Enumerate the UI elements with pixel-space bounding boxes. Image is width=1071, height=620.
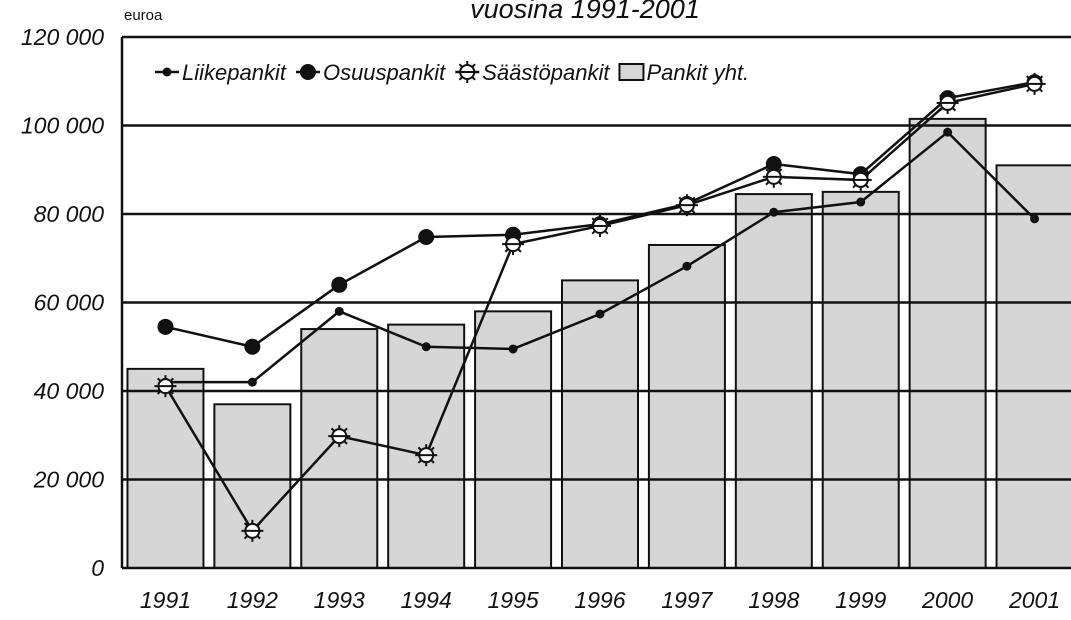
y-tick-label: 40 000 xyxy=(34,378,105,404)
x-tick-label: 1994 xyxy=(401,587,452,613)
dot xyxy=(421,342,431,352)
marker xyxy=(502,233,525,256)
marker xyxy=(247,377,257,387)
y-tick-label: 60 000 xyxy=(34,290,105,316)
marker xyxy=(456,61,479,83)
marker xyxy=(1030,214,1040,224)
x-tick-label: 1998 xyxy=(748,587,799,613)
x-tick-label: 2000 xyxy=(921,587,973,613)
dot xyxy=(418,229,435,246)
marker xyxy=(334,306,344,316)
marker xyxy=(162,67,172,77)
dot xyxy=(765,155,782,172)
bar xyxy=(647,243,726,569)
x-tick-label: 1999 xyxy=(835,587,886,613)
marker xyxy=(418,229,435,246)
marker xyxy=(157,318,174,335)
marker xyxy=(675,194,698,217)
legend-label: Pankit yht. xyxy=(646,60,749,85)
dot xyxy=(334,306,344,316)
marker xyxy=(331,276,348,293)
dot xyxy=(769,207,779,217)
legend-label: Osuuspankit xyxy=(323,60,446,85)
x-tick-label: 1995 xyxy=(488,587,539,613)
bar xyxy=(561,279,639,569)
y-tick-label: 120 000 xyxy=(21,24,104,50)
x-tick-label: 1991 xyxy=(140,587,191,613)
marker xyxy=(415,444,438,467)
y-tick-label: 20 000 xyxy=(33,467,105,493)
marker xyxy=(762,165,785,188)
dot xyxy=(682,261,692,271)
marker xyxy=(299,64,316,80)
chart-title: vuosina 1991-2001 xyxy=(470,0,700,24)
bar xyxy=(734,193,813,569)
legend-swatch xyxy=(618,63,645,81)
y-tick-label: 100 000 xyxy=(21,113,104,139)
marker xyxy=(943,127,953,137)
marker xyxy=(244,338,261,355)
bar xyxy=(474,310,553,569)
bar xyxy=(821,190,900,569)
marker xyxy=(1023,72,1046,95)
x-tick-label: 2001 xyxy=(1008,587,1060,613)
marker xyxy=(682,261,692,271)
x-tick-label: 1993 xyxy=(314,587,365,613)
bar xyxy=(995,164,1071,569)
dot xyxy=(508,344,518,354)
x-tick-label: 1997 xyxy=(661,587,713,613)
marker xyxy=(241,519,264,542)
dot xyxy=(595,309,605,319)
y-axis-label: euroa xyxy=(124,7,163,24)
marker xyxy=(421,342,431,352)
y-tick-label: 0 xyxy=(91,555,104,581)
dot xyxy=(299,64,316,80)
marker xyxy=(765,155,782,172)
marker xyxy=(589,214,611,237)
marker xyxy=(328,425,351,448)
marker xyxy=(936,91,959,114)
bar xyxy=(126,367,205,569)
dot xyxy=(162,67,172,77)
x-tick-label: 1992 xyxy=(227,587,278,613)
x-tick-label: 1996 xyxy=(574,587,625,613)
dot xyxy=(157,318,174,335)
marker xyxy=(856,197,866,207)
marker xyxy=(769,207,779,217)
legend: Liikepankit Osuuspankit Säästöpankit Pankit… xyxy=(155,60,749,85)
legend-label: Säästöpankit xyxy=(482,60,610,85)
bar xyxy=(300,328,379,569)
y-tick-label: 80 000 xyxy=(34,201,105,227)
dot xyxy=(943,127,953,137)
dot xyxy=(244,338,261,355)
dot xyxy=(856,197,866,207)
dot xyxy=(247,377,257,387)
marker xyxy=(154,375,177,398)
dot xyxy=(331,276,348,293)
marker xyxy=(595,309,605,319)
dot xyxy=(1030,214,1040,224)
marker xyxy=(508,344,518,354)
bar xyxy=(908,117,987,570)
marker xyxy=(849,168,872,191)
legend-label: Liikepankit xyxy=(182,60,287,85)
